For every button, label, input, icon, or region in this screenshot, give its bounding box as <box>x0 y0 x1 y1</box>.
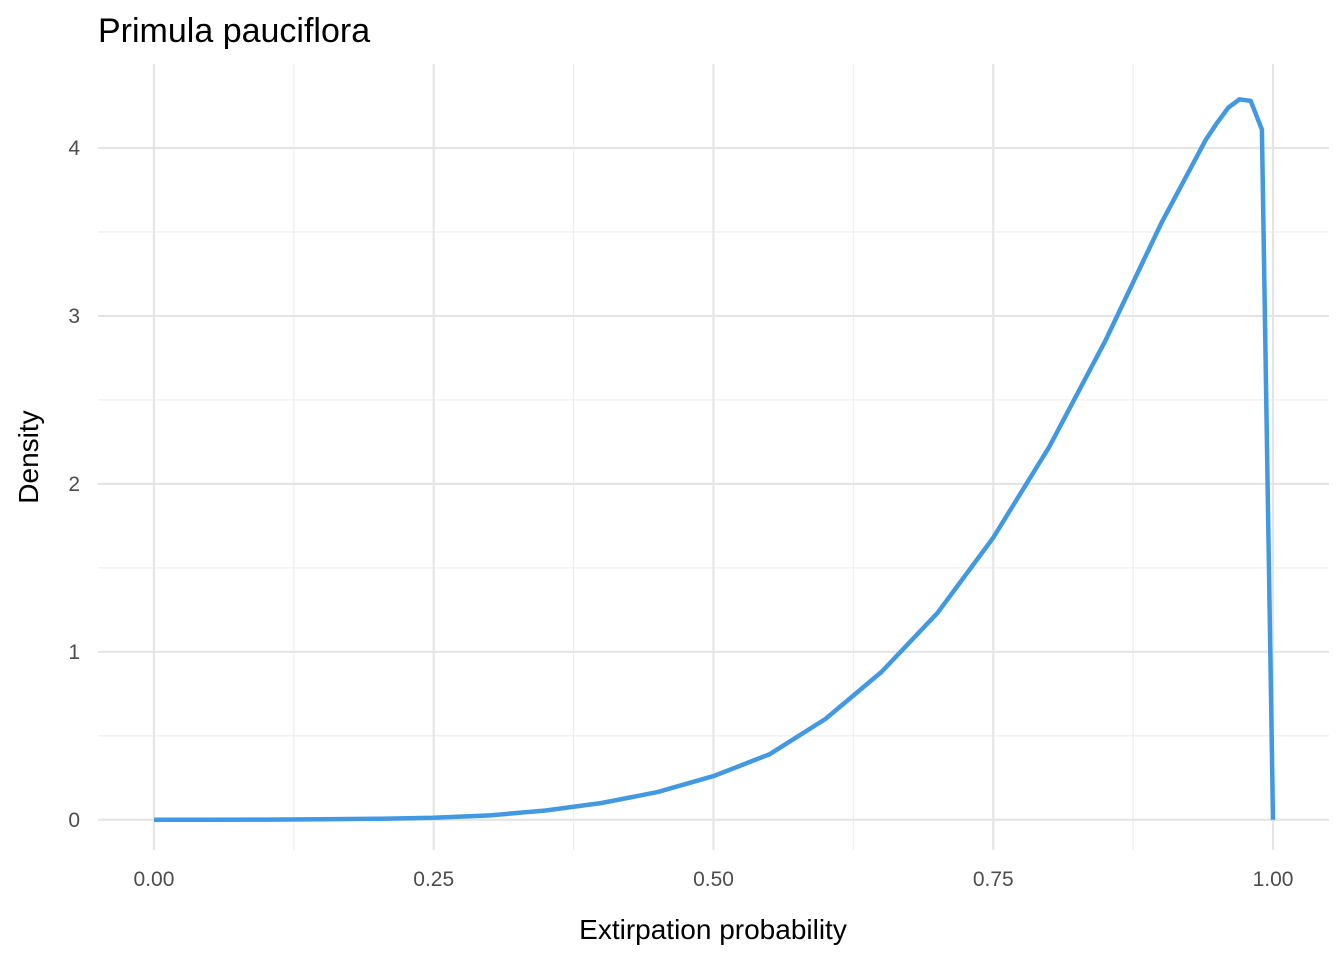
x-axis-ticks: 0.00 0.25 0.50 0.75 1.00 <box>134 868 1294 891</box>
plot-panel <box>154 97 1276 823</box>
y-tick-label: 1 <box>68 641 80 664</box>
density-line <box>154 97 1276 823</box>
y-tick-label: 3 <box>68 305 80 328</box>
y-tick-label: 4 <box>68 137 80 160</box>
x-tick-label: 0.25 <box>413 868 454 891</box>
major-gridlines <box>98 64 1329 850</box>
y-tick-label: 2 <box>68 473 80 496</box>
y-axis-ticks: 0 1 2 3 4 <box>68 137 80 832</box>
x-tick-label: 0.75 <box>973 868 1014 891</box>
chart-title: Primula pauciflora <box>98 12 370 50</box>
x-tick-label: 0.50 <box>693 868 734 891</box>
y-tick-label: 0 <box>68 809 80 832</box>
x-tick-label: 1.00 <box>1253 868 1294 891</box>
y-axis-title: Density <box>13 410 44 503</box>
x-axis-title: Extirpation probability <box>579 914 847 945</box>
x-tick-label: 0.00 <box>134 868 175 891</box>
